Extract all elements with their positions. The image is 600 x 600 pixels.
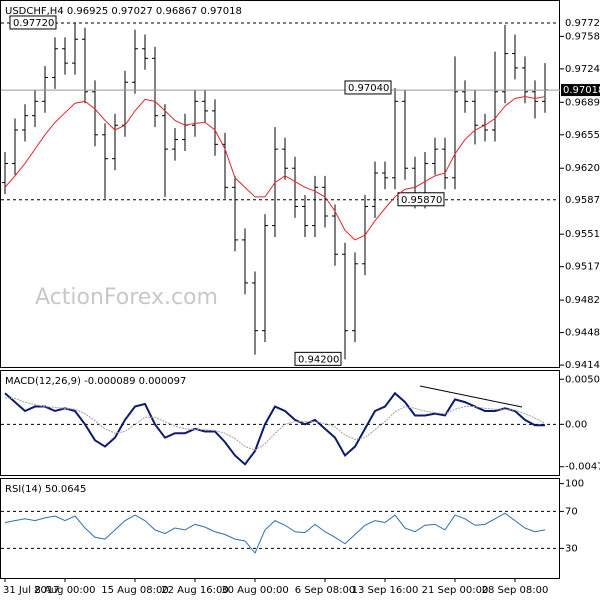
annotation-box <box>397 192 445 207</box>
trend-line <box>419 385 523 408</box>
annotation-label: 0.95870 <box>401 195 442 206</box>
annotation-box <box>9 15 57 30</box>
annotation-label: 0.97720 <box>13 18 54 29</box>
line-series <box>4 397 546 451</box>
panel-title: MACD(12,26,9) -0.000089 0.000097 <box>5 376 186 387</box>
x-tick-label: 6 Sep 08:00 <box>295 585 355 596</box>
last-price-box <box>561 84 600 97</box>
level-label: 0.97720 <box>565 18 600 29</box>
x-tick-label: 30 Aug 00:00 <box>221 585 288 596</box>
y-tick-label: 0.00 <box>565 419 587 430</box>
last-price-label: 0.97018 <box>563 85 600 96</box>
x-tick-label: 31 Jul 2017 <box>3 585 60 596</box>
panel-title: RSI(14) 50.0645 <box>5 484 86 495</box>
annotation-box <box>344 80 392 95</box>
x-tick-label: 22 Aug 16:00 <box>161 585 228 596</box>
line-series <box>4 512 546 554</box>
y-tick-label: 100 <box>565 479 584 490</box>
line-series <box>4 96 546 241</box>
x-tick-label: 8 Aug 00:00 <box>34 585 95 596</box>
line-series <box>4 391 545 466</box>
y-tick-label: 0.005068 <box>565 374 600 385</box>
x-tick-label: 28 Sep 08:00 <box>482 585 549 596</box>
y-tick-label: 70 <box>565 506 578 517</box>
annotation-box <box>294 351 342 366</box>
y-tick-label: -0.004769 <box>565 462 600 473</box>
x-tick-label: 15 Aug 08:00 <box>101 585 168 596</box>
y-tick-label: 30 <box>565 543 578 554</box>
panel-title: USDCHF,H4 0.96925 0.97027 0.96867 0.9701… <box>5 6 242 17</box>
rsi-frame <box>0 478 560 579</box>
x-tick-label: 21 Sep 00:00 <box>422 585 489 596</box>
watermark: ActionForex.com <box>35 285 218 310</box>
price-frame <box>0 0 560 368</box>
macd-frame <box>0 370 560 476</box>
annotation-label: 0.97040 <box>348 83 389 94</box>
annotation-label: 0.94200 <box>298 354 339 365</box>
level-label: 0.95870 <box>565 195 600 206</box>
x-tick-label: 13 Sep 16:00 <box>352 585 419 596</box>
